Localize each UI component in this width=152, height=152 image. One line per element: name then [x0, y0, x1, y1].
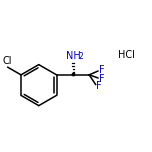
Text: F: F: [99, 65, 104, 74]
Text: 2: 2: [78, 52, 83, 61]
Text: NH: NH: [66, 51, 81, 61]
Text: HCl: HCl: [118, 50, 135, 60]
Text: F: F: [96, 81, 102, 91]
Text: F: F: [99, 74, 104, 84]
Text: Cl: Cl: [2, 56, 12, 66]
